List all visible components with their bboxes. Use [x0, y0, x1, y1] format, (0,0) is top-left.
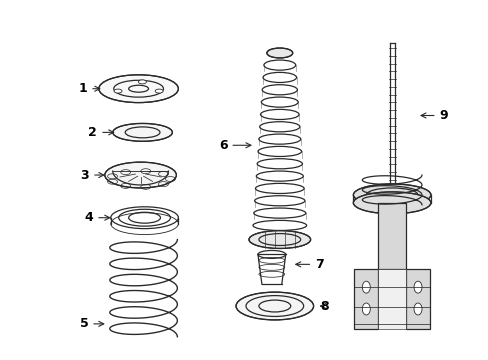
Text: 7: 7 — [295, 258, 323, 271]
Ellipse shape — [138, 80, 146, 84]
Text: 5: 5 — [80, 318, 103, 330]
Ellipse shape — [236, 292, 313, 320]
Text: 8: 8 — [320, 300, 328, 312]
Bar — [354, 269, 377, 329]
Bar — [377, 203, 405, 269]
Text: 4: 4 — [84, 211, 109, 224]
Text: 9: 9 — [420, 109, 447, 122]
Ellipse shape — [413, 281, 421, 293]
Ellipse shape — [248, 231, 310, 248]
Ellipse shape — [266, 48, 292, 58]
Text: 3: 3 — [81, 168, 103, 181]
Ellipse shape — [114, 89, 122, 93]
Ellipse shape — [99, 75, 178, 103]
Text: 6: 6 — [218, 139, 250, 152]
Ellipse shape — [353, 192, 430, 214]
Bar — [405, 269, 429, 329]
Ellipse shape — [413, 303, 421, 315]
Bar — [377, 269, 405, 329]
Ellipse shape — [113, 123, 172, 141]
Ellipse shape — [362, 303, 369, 315]
Ellipse shape — [155, 89, 163, 93]
Ellipse shape — [104, 162, 176, 188]
Ellipse shape — [362, 281, 369, 293]
Text: 2: 2 — [88, 126, 114, 139]
Text: 1: 1 — [79, 82, 100, 95]
Ellipse shape — [353, 184, 430, 206]
